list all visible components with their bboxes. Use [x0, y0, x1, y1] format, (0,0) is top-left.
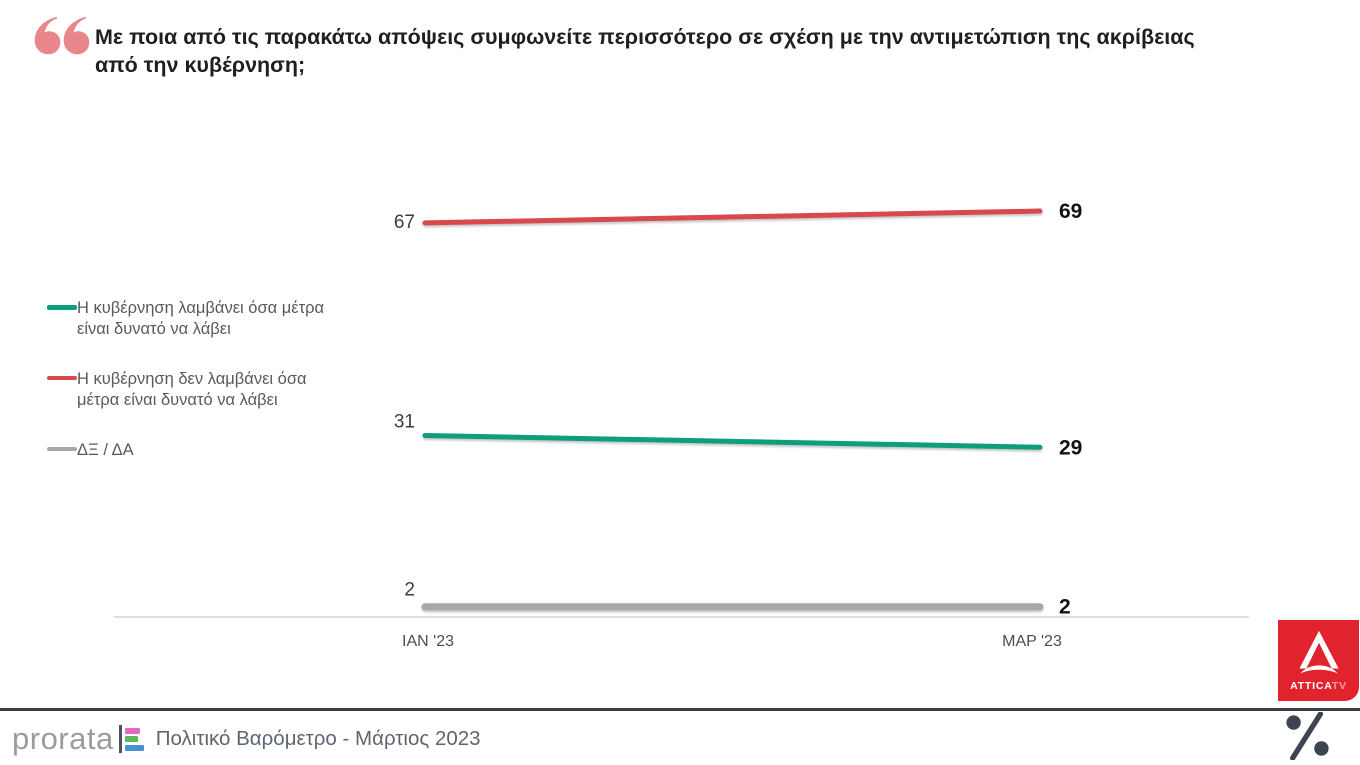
- attica-logo-text: ATTICATV: [1290, 680, 1347, 692]
- x-axis-line: [114, 616, 1249, 618]
- attica-a-icon: [1298, 630, 1339, 674]
- x-tick-label-mar23: ΜΑΡ '23: [1002, 633, 1062, 650]
- legend-label: ΔΞ / ΔΑ: [77, 440, 134, 459]
- legend-item-gray: ΔΞ / ΔΑ: [47, 440, 347, 461]
- footer-caption: Πολιτικό Βαρόμετρο - Μάρτιος 2023: [155, 727, 481, 750]
- gray-line-swatch-icon: [47, 446, 77, 452]
- legend-item-red: Η κυβέρνηση δεν λαμβάνει όσα μέτρα είναι…: [47, 369, 347, 411]
- question-title: Με ποια από τις παρακάτω απόψεις συμφωνε…: [95, 25, 1195, 77]
- legend-label: Η κυβέρνηση δεν λαμβάνει όσα μέτρα είναι…: [77, 369, 307, 409]
- series-line-1: [422, 208, 1043, 226]
- footer-divider: [0, 708, 1360, 711]
- green-line-swatch-icon: [47, 305, 77, 310]
- red-line-swatch-icon: [47, 375, 77, 381]
- prorata-bars-icon: [118, 725, 144, 753]
- attica-tv-logo: ATTICATV: [1278, 620, 1359, 701]
- footer: prorata Πολιτικό Βαρόμετρο - Μάρτιος 202…: [12, 718, 481, 760]
- legend-label: Η κυβέρνηση λαμβάνει όσα μέτρα είναι δυν…: [77, 299, 325, 338]
- x-tick-label-jan23: ΙΑΝ '23: [402, 633, 454, 650]
- chart-legend: Η κυβέρνηση λαμβάνει όσα μέτρα είναι δυν…: [47, 298, 347, 461]
- value-label-start-0: 31: [394, 411, 415, 432]
- open-quote-icon: [33, 12, 91, 64]
- value-label-end-2: 2: [1059, 596, 1071, 619]
- series-line-0: [422, 432, 1043, 450]
- value-label-end-0: 29: [1059, 436, 1082, 459]
- legend-item-green: Η κυβέρνηση λαμβάνει όσα μέτρα είναι δυν…: [47, 298, 347, 340]
- value-label-start-2: 2: [404, 580, 415, 601]
- value-label-end-1: 69: [1059, 200, 1082, 223]
- value-label-start-1: 67: [394, 212, 415, 233]
- percent-logo-icon: [1283, 711, 1333, 765]
- prorata-logo-text: prorata: [12, 721, 114, 756]
